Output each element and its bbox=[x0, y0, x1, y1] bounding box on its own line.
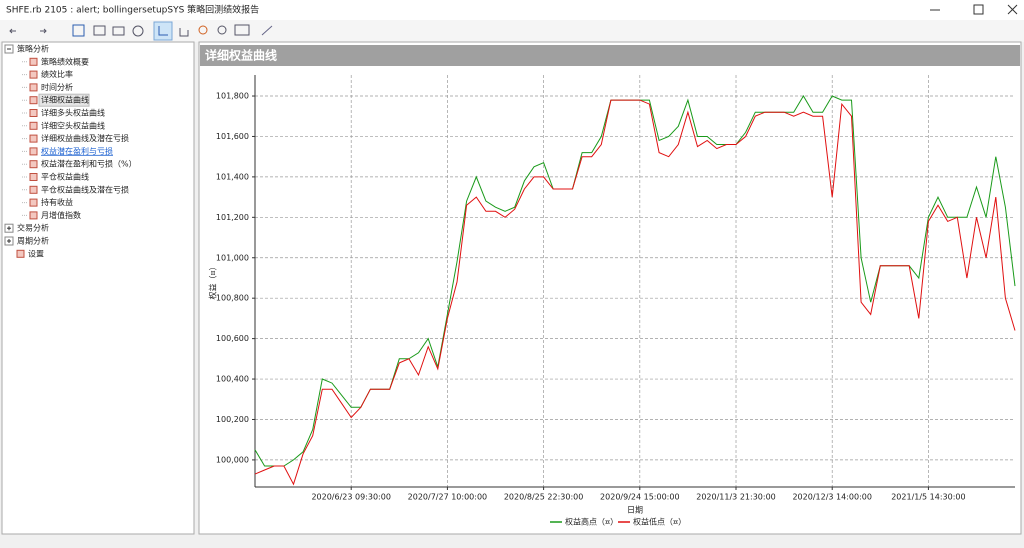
y-tick-label: 100,000 bbox=[216, 455, 249, 464]
tree-icon bbox=[29, 57, 38, 66]
tree-node[interactable]: 持有收益 bbox=[41, 197, 73, 207]
tree-node[interactable]: 交易分析 bbox=[17, 223, 49, 233]
tree-node[interactable]: 策略分析 bbox=[17, 44, 49, 54]
x-tick-label: 2020/6/23 09:30:00 bbox=[311, 493, 391, 502]
x-axis-label: 日期 bbox=[627, 506, 643, 515]
tree-selection bbox=[38, 93, 90, 107]
tree-icon bbox=[29, 134, 38, 143]
tree-icon bbox=[29, 109, 38, 117]
panel-header bbox=[200, 45, 1020, 66]
tree-node[interactable]: 周期分析 bbox=[17, 236, 49, 246]
tree-node[interactable]: 平仓权益曲线 bbox=[41, 172, 89, 182]
y-tick-label: 100,200 bbox=[216, 415, 249, 424]
chart: 100,000 100,200 100,400 100,600 100,800 101,0… bbox=[208, 75, 1016, 527]
x-tick-label: 2021/1/5 14:30:00 bbox=[891, 493, 965, 502]
x-tick-label: 2020/7/27 10:00:00 bbox=[408, 493, 488, 502]
toolbar bbox=[0, 20, 1024, 42]
tree-icon bbox=[16, 249, 25, 258]
tree-node[interactable]: 绩效比率 bbox=[41, 69, 73, 79]
tree-node[interactable]: 平仓权益曲线及潜在亏损 bbox=[41, 184, 129, 194]
tree-node[interactable]: 权益潜在盈利与亏损 bbox=[41, 146, 113, 156]
tree-node[interactable]: 权益潜在盈利和亏损（%） bbox=[41, 159, 137, 169]
tree-node[interactable]: 详细多头权益曲线 bbox=[41, 108, 105, 118]
toolbar-icons[interactable] bbox=[9, 21, 273, 41]
tree-node[interactable]: 月增值指数 bbox=[41, 210, 81, 220]
tree-icon bbox=[29, 173, 38, 181]
report-panel bbox=[198, 41, 1022, 535]
tree-node[interactable]: 设置 bbox=[28, 248, 44, 258]
y-tick-label: 100,800 bbox=[216, 294, 249, 303]
tree-node[interactable]: 策略绩效概要 bbox=[41, 56, 89, 66]
y-axis-label: 权益（¤） bbox=[208, 262, 218, 299]
line-series bbox=[254, 99, 1016, 486]
x-tick-label: 2020/8/25 22:30:00 bbox=[504, 493, 584, 502]
window-title: SHFE.rb 2105 : alert; bollingersetupSYS … bbox=[6, 4, 259, 16]
y-tick-label: 101,000 bbox=[216, 253, 249, 262]
y-tick-label: 101,200 bbox=[216, 213, 249, 222]
y-tick-label: 100,600 bbox=[216, 334, 249, 343]
tree-icon bbox=[29, 147, 38, 156]
x-tick-label: 2020/12/3 14:00:00 bbox=[792, 493, 872, 502]
y-tick-label: 101,800 bbox=[216, 92, 249, 101]
tree-icon bbox=[29, 70, 38, 79]
panel-title: 详细权益曲线 bbox=[205, 48, 277, 63]
legend-label: 权益低点（¤） bbox=[633, 517, 686, 527]
tree-icon bbox=[29, 160, 38, 169]
tree-node[interactable]: 详细空头权益曲线 bbox=[41, 120, 105, 130]
title-bar bbox=[0, 0, 1024, 20]
x-tick-label: 2020/11/3 21:30:00 bbox=[696, 493, 776, 502]
x-tick-label: 2020/9/24 15:00:00 bbox=[600, 493, 680, 502]
y-tick-label: 100,400 bbox=[216, 375, 249, 384]
y-tick-label: 101,600 bbox=[216, 132, 249, 141]
tree-icon bbox=[29, 121, 38, 130]
legend-label: 权益高点（¤） bbox=[565, 517, 618, 527]
tree-node[interactable]: 详细权益曲线 bbox=[41, 95, 89, 105]
window-controls[interactable] bbox=[930, 4, 1018, 15]
tree-icon bbox=[29, 83, 38, 92]
tree-node[interactable]: 详细权益曲线及潜在亏损 bbox=[41, 133, 129, 143]
tree-icon bbox=[29, 198, 38, 207]
tree-icon bbox=[29, 211, 38, 220]
tree-node[interactable]: 时间分析 bbox=[41, 82, 73, 92]
tree-icon bbox=[29, 96, 38, 105]
tree-icon bbox=[29, 185, 38, 194]
y-tick-label: 101,400 bbox=[216, 172, 249, 181]
tree: 策略分析策略绩效概要绩效比率时间分析详细权益曲线详细多头权益曲线详细空头权益曲线… bbox=[4, 44, 137, 258]
